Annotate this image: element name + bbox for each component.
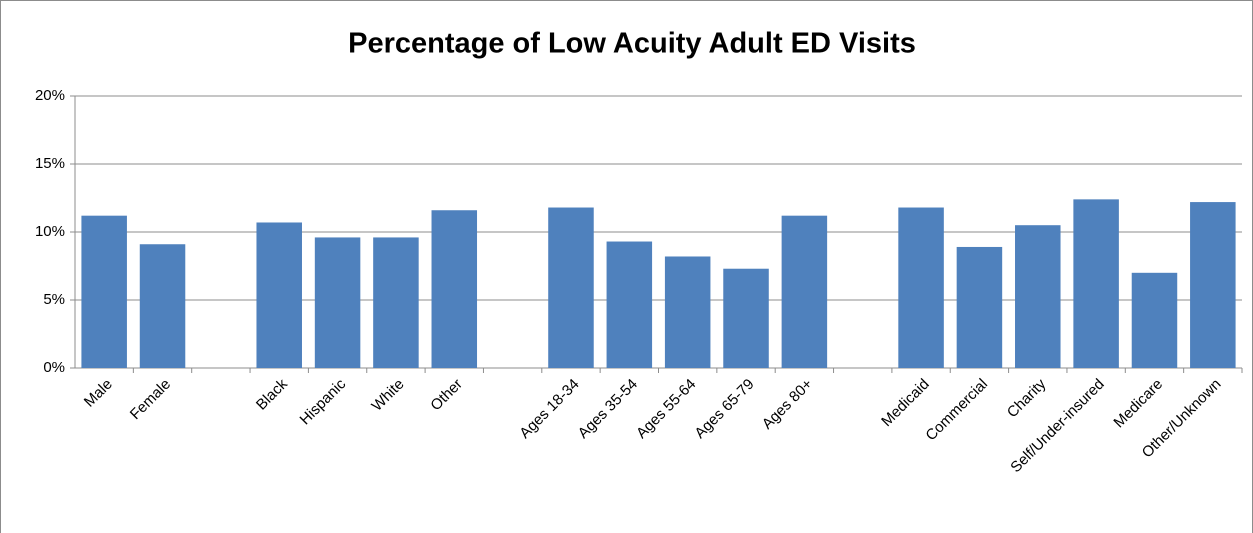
bar (723, 268, 769, 368)
y-tick-label: 5% (43, 291, 65, 308)
bar (781, 215, 828, 368)
x-tick-label: Ages 35-54 (575, 376, 641, 442)
x-tick-label: Black (253, 375, 291, 413)
bar (81, 215, 127, 368)
x-tick-label: Other (427, 376, 466, 415)
bar (664, 256, 711, 368)
x-tick-label: Hispanic (297, 375, 350, 428)
bar (256, 222, 302, 368)
y-tick-label: 0% (43, 359, 65, 376)
x-tick-label: Medicaid (878, 376, 932, 430)
x-tick-label: Female (127, 376, 174, 423)
x-tick-label: Ages 55-64 (633, 376, 699, 442)
bar (1015, 225, 1061, 368)
bar (606, 241, 653, 368)
x-tick-label: White (368, 376, 407, 415)
x-tick-label: Charity (1004, 375, 1050, 421)
y-tick-label: 20% (35, 87, 65, 104)
y-tick-label: 10% (35, 223, 65, 240)
bar (1073, 199, 1119, 368)
x-tick-label: Ages 80+ (759, 375, 816, 432)
bar (139, 244, 186, 368)
bar (1190, 202, 1236, 368)
x-tick-label: Ages 18-34 (516, 376, 582, 442)
y-tick-label: 15% (35, 155, 65, 172)
x-tick-label: Ages 65-79 (691, 376, 757, 442)
bar (373, 237, 419, 368)
x-tick-label: Male (81, 376, 116, 411)
x-tick-label: Medicare (1110, 376, 1166, 432)
bar (548, 207, 594, 368)
bar (956, 246, 1003, 368)
bar (314, 237, 361, 368)
x-tick-label: Commercial (922, 376, 991, 445)
bar (1131, 272, 1178, 368)
chart-title: Percentage of Low Acuity Adult ED Visits (348, 28, 916, 60)
bar (898, 207, 944, 368)
bar (431, 210, 478, 368)
